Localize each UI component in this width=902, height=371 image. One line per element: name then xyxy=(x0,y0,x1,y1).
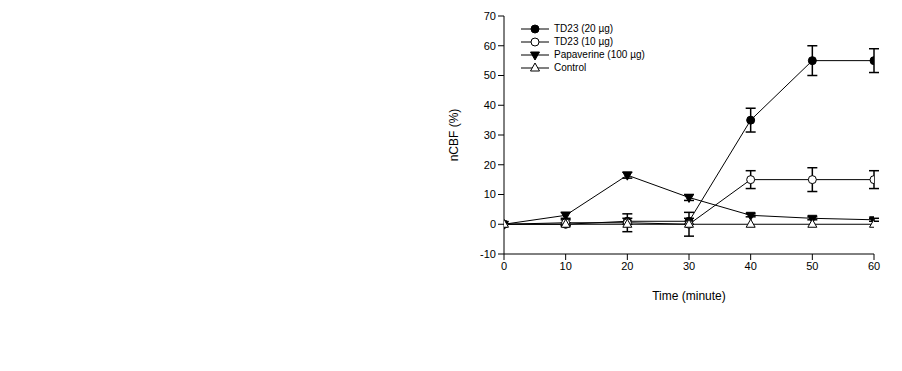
html-text:Papaverine (100 µg): Papaverine (100 µg) xyxy=(554,49,645,60)
svg-text:10: 10 xyxy=(560,260,572,272)
svg-text:60: 60 xyxy=(484,40,496,52)
svg-text:70: 70 xyxy=(484,10,496,22)
html-text:Control: Control xyxy=(554,62,587,73)
svg-text:60: 60 xyxy=(868,260,880,272)
svg-text:30: 30 xyxy=(683,260,695,272)
svg-text:20: 20 xyxy=(484,159,496,171)
svg-text:10: 10 xyxy=(484,188,496,200)
svg-text:nCBF (%): nCBF (%) xyxy=(447,109,461,162)
html-text:TD23 (20 µg): TD23 (20 µg) xyxy=(554,23,614,34)
svg-text:Time (minute): Time (minute) xyxy=(652,289,726,303)
svg-text:50: 50 xyxy=(484,69,496,81)
svg-text:30: 30 xyxy=(484,129,496,141)
svg-text:50: 50 xyxy=(806,260,818,272)
svg-text:40: 40 xyxy=(484,99,496,111)
svg-text:0: 0 xyxy=(501,260,507,272)
svg-text:40: 40 xyxy=(745,260,757,272)
svg-text:0: 0 xyxy=(490,218,496,230)
svg-text:-10: -10 xyxy=(480,248,496,260)
svg-text:20: 20 xyxy=(621,260,633,272)
html-text:TD23 (10 µg): TD23 (10 µg) xyxy=(554,36,614,47)
